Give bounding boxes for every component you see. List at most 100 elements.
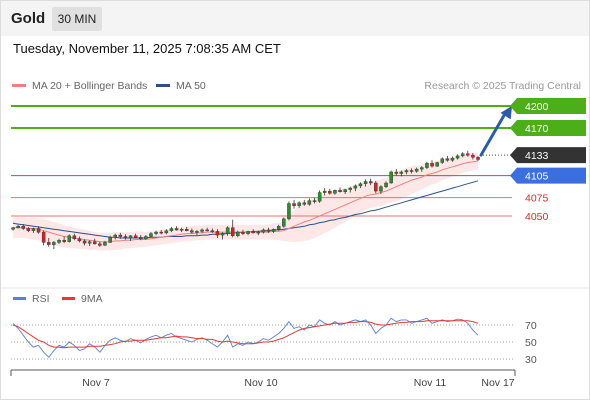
candle-body <box>358 183 363 187</box>
candle-32 <box>174 226 179 231</box>
candle-11 <box>67 234 71 243</box>
candle-46 <box>246 230 250 236</box>
rsi-ma-line <box>12 320 479 349</box>
candle-body <box>348 187 353 190</box>
candle-51 <box>271 228 276 233</box>
candle-30 <box>164 229 169 235</box>
candle-body <box>271 228 276 232</box>
candle-body <box>266 229 271 232</box>
candle-body <box>455 155 460 159</box>
candle-body <box>67 235 71 242</box>
candle-73 <box>384 181 388 189</box>
candle-body <box>21 226 26 229</box>
candle-body <box>251 231 255 234</box>
candle-17 <box>98 241 102 247</box>
candle-body <box>26 228 31 231</box>
candle-body <box>128 235 133 239</box>
level-label-4105: 4105 <box>525 171 549 183</box>
candle-body <box>323 190 327 193</box>
candle-87 <box>455 154 460 160</box>
candle-44 <box>236 230 240 238</box>
candle-body <box>118 234 123 237</box>
candle-body <box>379 186 383 192</box>
candle-body <box>236 231 240 237</box>
candle-body <box>108 237 112 243</box>
candle-7 <box>47 238 51 247</box>
candle-18 <box>103 240 107 247</box>
candle-body <box>57 239 61 243</box>
ma20-swatch <box>12 83 26 87</box>
candle-12 <box>72 233 77 241</box>
candle-42 <box>225 226 230 236</box>
candle-body <box>287 203 291 220</box>
candle-body <box>215 231 220 236</box>
candle-81 <box>425 161 429 170</box>
candle-45 <box>241 229 245 236</box>
bollinger-band <box>13 152 478 251</box>
candle-body <box>123 236 128 239</box>
candle-37 <box>200 228 204 233</box>
candle-body <box>389 171 393 184</box>
candle-9 <box>57 238 61 244</box>
candle-body <box>440 158 445 163</box>
candle-body <box>292 203 296 206</box>
candle-33 <box>179 227 184 233</box>
candle-67 <box>353 184 358 192</box>
candle-body <box>297 202 301 206</box>
legend-item-rsi-ma: 9MA <box>62 293 103 305</box>
level-label-4200: 4200 <box>525 101 549 113</box>
candle-2 <box>21 224 26 230</box>
rsi-legend-label: RSI <box>32 293 50 305</box>
ma50-swatch <box>156 83 170 87</box>
candle-64 <box>338 187 342 193</box>
candle-body <box>98 243 102 246</box>
level-tag-box <box>510 98 586 114</box>
candle-26 <box>144 235 148 240</box>
candle-61 <box>323 188 327 196</box>
candle-69 <box>363 179 368 187</box>
candle-body <box>154 231 158 234</box>
level-label-4170: 4170 <box>525 123 549 135</box>
candle-66 <box>348 186 353 193</box>
candle-body <box>184 228 189 231</box>
candle-71 <box>374 180 378 194</box>
candle-body <box>190 230 194 233</box>
candle-body <box>409 170 414 172</box>
candle-body <box>210 230 215 232</box>
x-tick-label-0: Nov 7 <box>82 377 110 389</box>
candle-body <box>92 241 97 245</box>
candle-57 <box>302 199 307 206</box>
candle-body <box>394 171 399 174</box>
candle-body <box>246 231 250 234</box>
x-tick-label-1: Nov 10 <box>244 377 277 389</box>
candle-54 <box>287 201 291 221</box>
candle-20 <box>113 233 117 240</box>
timeframe-button[interactable]: 30 MIN <box>52 7 102 31</box>
candle-body <box>343 189 347 193</box>
candle-body <box>399 171 404 174</box>
candle-19 <box>108 235 112 244</box>
rsi-tick-70: 70 <box>525 320 537 332</box>
candle-body <box>307 200 312 205</box>
x-tick-label-3: Nov 17 <box>481 377 514 389</box>
candle-body <box>460 153 465 157</box>
rsi-ma-swatch <box>62 296 75 300</box>
candle-body <box>353 185 358 189</box>
candle-65 <box>343 188 347 194</box>
candle-43 <box>230 219 235 238</box>
candle-70 <box>369 178 373 186</box>
candle-body <box>82 240 87 244</box>
candle-body <box>420 167 424 170</box>
candle-body <box>16 226 20 229</box>
candle-body <box>471 154 475 158</box>
instrument-title: Gold <box>11 10 46 27</box>
candle-75 <box>394 169 399 176</box>
candle-48 <box>256 230 261 236</box>
level-tag-4105: 4105 <box>510 167 586 184</box>
candle-body <box>333 190 337 194</box>
level-label-4050: 4050 <box>525 211 549 223</box>
candle-14 <box>82 239 87 246</box>
level-tag-4200: 4200 <box>510 98 586 114</box>
candle-53 <box>282 217 286 228</box>
